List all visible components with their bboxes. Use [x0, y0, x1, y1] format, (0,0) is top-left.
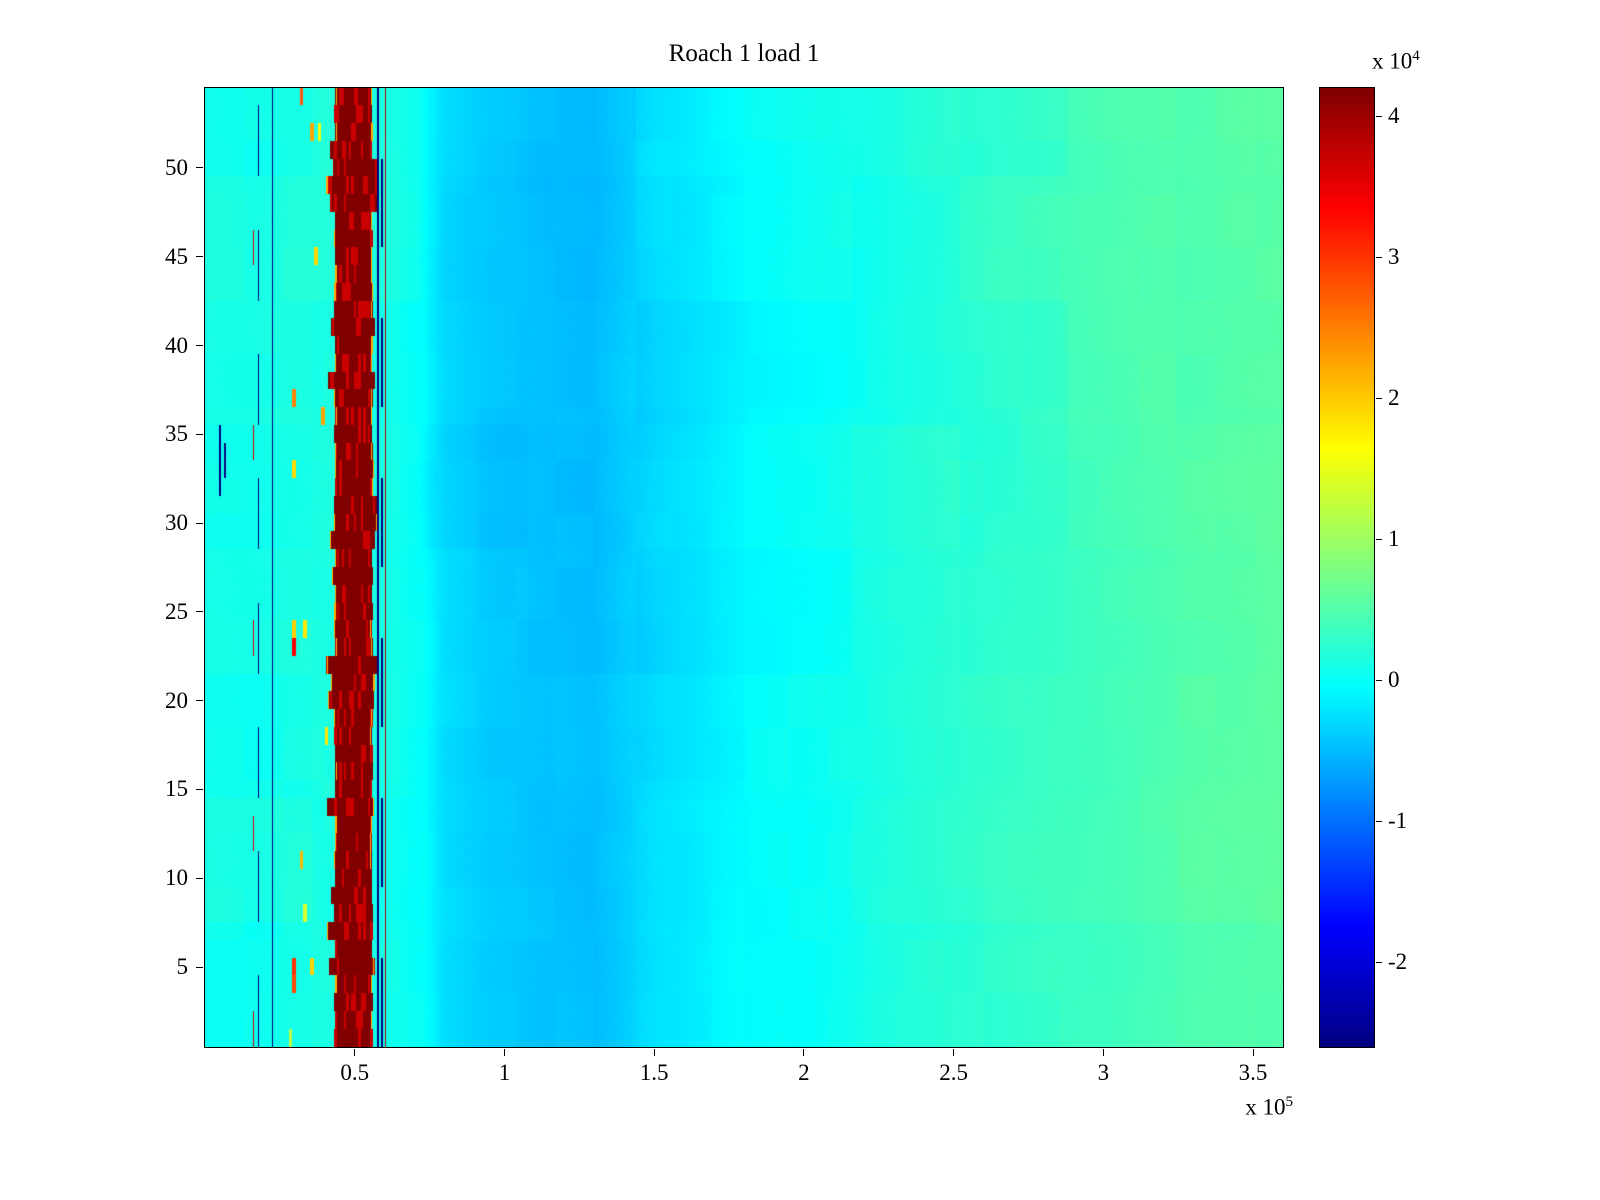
- y-tick-mark: [196, 700, 203, 702]
- colorbar-tick-label: 1: [1388, 526, 1400, 552]
- y-tick-label: 35: [165, 421, 188, 447]
- x-tick-label: 3: [1097, 1060, 1110, 1085]
- x-axis-multiplier-base: x 10: [1245, 1094, 1286, 1120]
- colorbar-tick-label: -1: [1388, 808, 1408, 834]
- chart-title: Roach 1 load 1: [668, 40, 820, 67]
- y-tick-mark: [196, 877, 203, 879]
- heatmap-canvas: [204, 87, 1284, 1048]
- x-tick-label: 2.5: [939, 1060, 968, 1085]
- colorbar-tick-mark: [1376, 679, 1382, 681]
- x-tick-label: 0.5: [340, 1060, 370, 1085]
- x-tick-mark: [1102, 1049, 1104, 1056]
- x-tick-mark: [803, 1049, 805, 1056]
- colorbar-tick-mark: [1376, 397, 1382, 399]
- x-axis-multiplier: x 105: [1123, 1094, 1293, 1121]
- y-tick-mark: [196, 788, 203, 790]
- colorbar: [1319, 87, 1375, 1048]
- x-tick-mark: [953, 1049, 955, 1056]
- x-tick-mark: [354, 1049, 356, 1056]
- colorbar-tick-label: 3: [1388, 244, 1400, 270]
- colorbar-tick-label: 2: [1388, 385, 1400, 411]
- colorbar-tick-label: -2: [1388, 949, 1408, 975]
- x-tick-label: 1.5: [639, 1060, 669, 1085]
- colorbar-multiplier-exponent: 4: [1412, 48, 1420, 64]
- colorbar-tick-mark: [1376, 961, 1382, 963]
- colorbar-multiplier-base: x 10: [1372, 48, 1413, 74]
- y-tick-label: 40: [165, 332, 188, 358]
- y-tick-mark: [196, 522, 203, 524]
- colorbar-multiplier: x 104: [1372, 48, 1502, 75]
- y-tick-label: 50: [165, 154, 188, 180]
- colorbar-tick-label: 0: [1388, 667, 1400, 693]
- x-axis-multiplier-exponent: 5: [1285, 1094, 1294, 1110]
- x-tick-label: 1: [498, 1060, 511, 1085]
- x-tick-mark: [503, 1049, 505, 1056]
- y-tick-mark: [196, 256, 203, 258]
- colorbar-tick-mark: [1376, 115, 1382, 117]
- y-tick-label: 15: [165, 776, 188, 802]
- colorbar-tick-mark: [1376, 256, 1382, 258]
- y-tick-mark: [196, 611, 203, 613]
- y-tick-mark: [196, 345, 203, 346]
- y-tick-mark: [196, 966, 203, 968]
- colorbar-tick-mark: [1376, 538, 1382, 540]
- y-tick-mark: [196, 433, 203, 435]
- x-tick-mark: [653, 1049, 655, 1056]
- colorbar-tick-label: 4: [1388, 103, 1400, 129]
- x-tick-label: 3.5: [1238, 1060, 1268, 1085]
- x-tick-label: 2: [798, 1060, 810, 1085]
- colorbar-tick-mark: [1376, 820, 1382, 822]
- y-tick-label: 10: [165, 865, 188, 891]
- y-tick-label: 20: [165, 687, 188, 713]
- y-tick-label: 45: [165, 243, 188, 269]
- y-tick-label: 30: [165, 510, 188, 536]
- y-tick-label: 5: [176, 954, 189, 980]
- y-tick-label: 25: [165, 598, 188, 624]
- y-tick-mark: [196, 167, 203, 169]
- x-tick-mark: [1252, 1049, 1254, 1056]
